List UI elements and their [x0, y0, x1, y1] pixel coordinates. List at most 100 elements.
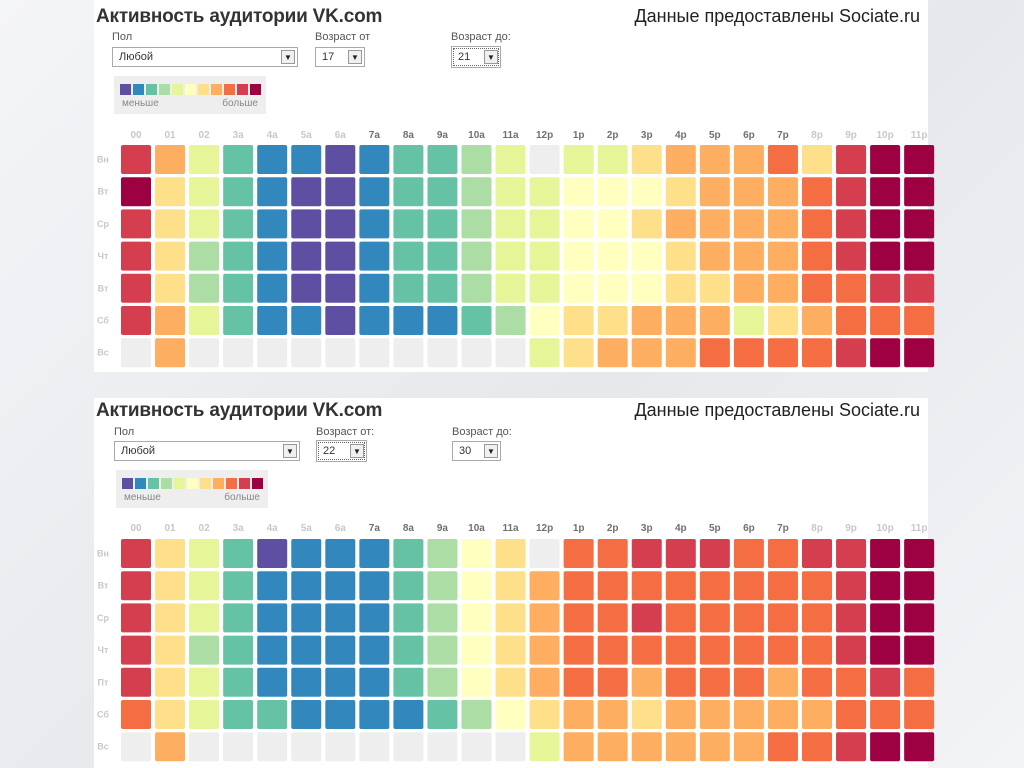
heatmap-cell[interactable] [155, 571, 186, 601]
heatmap-cell[interactable] [699, 273, 730, 303]
chevron-down-icon[interactable]: ▼ [484, 444, 498, 458]
heatmap-cell[interactable] [597, 603, 628, 633]
heatmap-cell[interactable] [529, 603, 560, 633]
heatmap-cell[interactable] [836, 603, 867, 633]
heatmap-cell[interactable] [870, 539, 901, 568]
heatmap-cell[interactable] [325, 273, 356, 303]
heatmap-cell[interactable] [291, 700, 322, 729]
heatmap-cell[interactable] [189, 571, 220, 601]
heatmap-cell[interactable] [223, 209, 254, 239]
heatmap-cell[interactable] [495, 667, 526, 697]
heatmap-cell[interactable] [461, 571, 492, 601]
heatmap-cell[interactable] [291, 241, 322, 271]
heatmap-cell[interactable] [189, 700, 220, 729]
heatmap-cell[interactable] [733, 145, 764, 174]
heatmap-cell[interactable] [563, 732, 594, 762]
heatmap-cell[interactable] [597, 700, 628, 729]
heatmap-cell[interactable] [699, 209, 730, 239]
heatmap-cell[interactable] [733, 539, 764, 568]
heatmap-cell[interactable] [495, 732, 526, 762]
heatmap-cell[interactable] [733, 306, 764, 335]
heatmap-cell[interactable] [529, 338, 560, 368]
heatmap-cell[interactable] [257, 241, 288, 271]
heatmap-cell[interactable] [359, 603, 390, 633]
heatmap-cell[interactable] [291, 539, 322, 568]
heatmap-cell[interactable] [767, 241, 798, 271]
heatmap-cell[interactable] [665, 145, 696, 174]
heatmap-cell[interactable] [155, 700, 186, 729]
heatmap-cell[interactable] [597, 306, 628, 335]
heatmap-cell[interactable] [461, 603, 492, 633]
heatmap-cell[interactable] [291, 338, 322, 368]
heatmap-cell[interactable] [767, 145, 798, 174]
heatmap-cell[interactable] [767, 273, 798, 303]
heatmap-cell[interactable] [631, 273, 662, 303]
age-from-select[interactable]: 22 ▼ [316, 440, 367, 462]
heatmap-cell[interactable] [257, 209, 288, 239]
heatmap-cell[interactable] [870, 571, 901, 601]
heatmap-cell[interactable] [904, 571, 935, 601]
heatmap-cell[interactable] [836, 338, 867, 368]
heatmap-cell[interactable] [359, 177, 390, 207]
heatmap-cell[interactable] [733, 603, 764, 633]
heatmap-cell[interactable] [461, 177, 492, 207]
heatmap-cell[interactable] [836, 145, 867, 174]
heatmap-cell[interactable] [529, 539, 560, 568]
heatmap-cell[interactable] [359, 241, 390, 271]
heatmap-cell[interactable] [597, 667, 628, 697]
heatmap-cell[interactable] [155, 209, 186, 239]
heatmap-cell[interactable] [121, 241, 151, 271]
heatmap-cell[interactable] [427, 571, 458, 601]
heatmap-cell[interactable] [529, 306, 560, 335]
heatmap-cell[interactable] [393, 539, 424, 568]
heatmap-cell[interactable] [563, 209, 594, 239]
heatmap-cell[interactable] [733, 700, 764, 729]
heatmap-cell[interactable] [665, 539, 696, 568]
heatmap-cell[interactable] [257, 273, 288, 303]
heatmap-cell[interactable] [359, 306, 390, 335]
heatmap-cell[interactable] [359, 145, 390, 174]
heatmap-cell[interactable] [325, 603, 356, 633]
heatmap-cell[interactable] [223, 539, 254, 568]
heatmap-cell[interactable] [155, 338, 186, 368]
heatmap-cell[interactable] [904, 273, 935, 303]
heatmap-cell[interactable] [291, 145, 322, 174]
heatmap-cell[interactable] [597, 635, 628, 665]
heatmap-cell[interactable] [870, 667, 901, 697]
heatmap-cell[interactable] [529, 571, 560, 601]
heatmap-cell[interactable] [631, 209, 662, 239]
heatmap-cell[interactable] [461, 209, 492, 239]
heatmap-cell[interactable] [870, 273, 901, 303]
heatmap-cell[interactable] [563, 306, 594, 335]
heatmap-cell[interactable] [325, 732, 356, 762]
heatmap-cell[interactable] [189, 177, 220, 207]
heatmap-cell[interactable] [733, 732, 764, 762]
chevron-down-icon[interactable]: ▼ [348, 50, 362, 64]
heatmap-cell[interactable] [461, 273, 492, 303]
heatmap-cell[interactable] [904, 603, 935, 633]
heatmap-cell[interactable] [665, 209, 696, 239]
heatmap-cell[interactable] [767, 209, 798, 239]
heatmap-cell[interactable] [393, 667, 424, 697]
heatmap-cell[interactable] [393, 209, 424, 239]
heatmap-cell[interactable] [767, 338, 798, 368]
heatmap-cell[interactable] [870, 635, 901, 665]
heatmap-cell[interactable] [427, 177, 458, 207]
heatmap-cell[interactable] [325, 571, 356, 601]
chevron-down-icon[interactable]: ▼ [350, 444, 364, 458]
heatmap-cell[interactable] [427, 306, 458, 335]
heatmap-cell[interactable] [699, 732, 730, 762]
heatmap-cell[interactable] [495, 338, 526, 368]
heatmap-cell[interactable] [699, 241, 730, 271]
heatmap-cell[interactable] [155, 732, 186, 762]
heatmap-cell[interactable] [257, 635, 288, 665]
heatmap-cell[interactable] [597, 145, 628, 174]
heatmap-cell[interactable] [461, 306, 492, 335]
heatmap-cell[interactable] [359, 700, 390, 729]
heatmap-cell[interactable] [597, 209, 628, 239]
heatmap-cell[interactable] [223, 177, 254, 207]
heatmap-cell[interactable] [257, 700, 288, 729]
heatmap-cell[interactable] [870, 241, 901, 271]
heatmap-cell[interactable] [767, 177, 798, 207]
heatmap-cell[interactable] [121, 732, 151, 762]
